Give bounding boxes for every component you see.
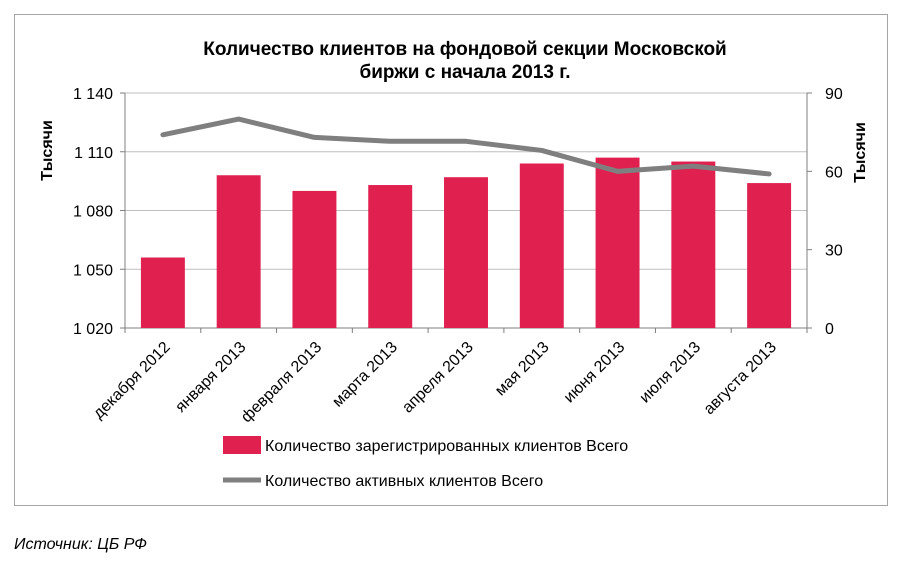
y-right-tick-label: 0 (825, 321, 834, 338)
x-tick-label: мая 2013 (492, 339, 553, 400)
y-right-tick-label: 90 (825, 86, 843, 103)
y-left-tick-label: 1 110 (74, 145, 113, 162)
y-left-axis-label: Тысячи (39, 120, 56, 181)
y-left-tick-label: 1 080 (73, 204, 113, 221)
chart-title: Количество клиентов на фондовой секции М… (203, 39, 727, 83)
y-left-tick-label: 1 140 (73, 86, 113, 103)
y-left-tick-label: 1 020 (73, 321, 113, 338)
bar (595, 157, 640, 328)
y-right-tick-label: 60 (825, 164, 843, 181)
bar (747, 183, 792, 328)
x-tick-label: января 2013 (172, 339, 249, 416)
chart-title-line: биржи с начала 2013 г. (360, 62, 571, 83)
bar (519, 163, 564, 328)
bar (671, 161, 716, 328)
x-tick-label: июня 2013 (561, 339, 629, 407)
legend-label-registered: Количество зарегистрированных клиентов В… (265, 438, 628, 455)
bar (140, 257, 185, 328)
x-tick-label: апреля 2013 (399, 339, 477, 417)
bar (216, 175, 261, 328)
legend-label-active: Количество активных клиентов Всего (265, 473, 543, 490)
x-tick-label: марта 2013 (329, 339, 401, 411)
x-tick-label: декабря 2012 (90, 339, 174, 423)
legend-swatch-bar (223, 436, 261, 454)
combo-chart: Количество клиентов на фондовой секции М… (39, 39, 869, 490)
bar (444, 177, 488, 328)
x-tick-label: августа 2013 (701, 339, 780, 418)
x-tick-label: февраля 2013 (238, 339, 325, 426)
source-note: Источник: ЦБ РФ (14, 536, 147, 553)
x-tick-label: июля 2013 (637, 339, 705, 407)
line-series-active-clients (160, 116, 772, 177)
chart-title-line: Количество клиентов на фондовой секции М… (203, 39, 727, 60)
chart-frame: Количество клиентов на фондовой секции М… (14, 14, 888, 506)
bar (292, 190, 337, 328)
y-right-tick-label: 30 (825, 243, 843, 260)
y-right-axis-label: Тысячи (852, 122, 869, 183)
y-left-tick-label: 1 050 (73, 262, 113, 279)
bar (368, 185, 413, 328)
